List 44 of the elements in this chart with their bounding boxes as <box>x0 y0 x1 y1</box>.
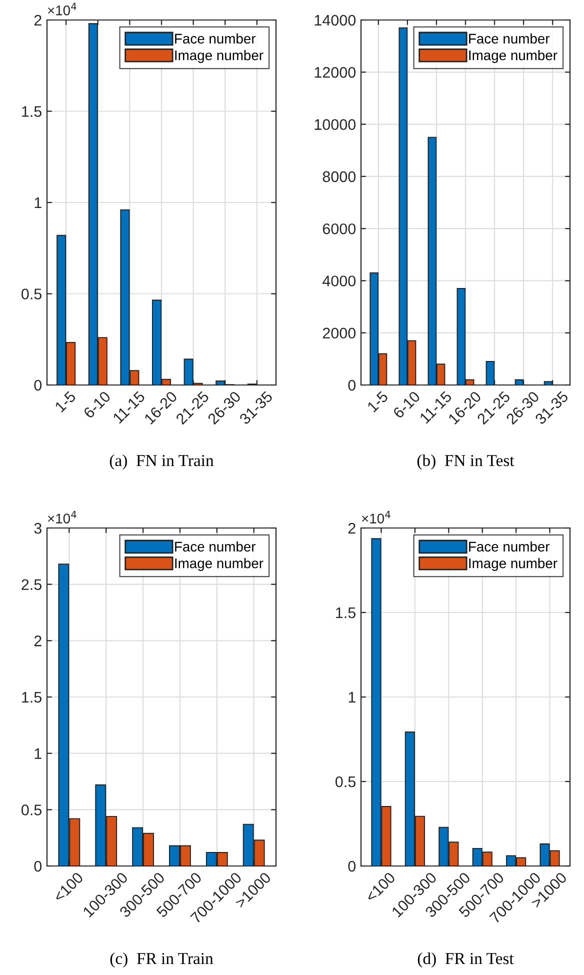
y-tick-label: 2 <box>34 14 42 26</box>
legend-label: Image number <box>469 558 558 571</box>
y-tick-label: 10000 <box>314 119 356 130</box>
y-tick-label: 0 <box>34 860 42 872</box>
text: (d) FR in Test <box>418 952 514 968</box>
y-tick-label: 1.5 <box>336 608 356 618</box>
y-tick-label: 1 <box>34 198 42 208</box>
y-tick-label: 2.5 <box>22 579 42 590</box>
text: (b) FN in Test <box>417 454 514 470</box>
y-tick-label: 0 <box>348 860 356 872</box>
y-tick-label: 2 <box>348 522 356 534</box>
x-tick-label: 6-10 <box>82 390 112 419</box>
text: (c) FR in Train <box>110 952 214 968</box>
y-tick-label: 6000 <box>322 223 356 234</box>
legend-label: Image number <box>469 50 558 63</box>
y-tick-label: 14000 <box>314 14 356 26</box>
y-tick-label: 1.5 <box>22 106 42 117</box>
legend-label: Image number <box>175 558 264 571</box>
legend-label: Face number <box>469 33 550 44</box>
y-tick-label: 2000 <box>322 328 356 339</box>
y-tick-label: 0.5 <box>22 288 42 300</box>
legend-label: Face number <box>175 33 256 44</box>
text: (a) FN in Train <box>110 454 214 470</box>
text: ×10$^{4}$ <box>48 2 76 16</box>
y-tick-label: 4000 <box>322 276 356 286</box>
y-tick-label: 12000 <box>314 67 356 78</box>
y-tick-label: 0.5 <box>336 776 356 788</box>
legend-label: Image number <box>175 50 264 63</box>
y-tick-label: 1.5 <box>22 692 42 703</box>
y-tick-label: 1 <box>34 748 42 759</box>
legend-label: Face number <box>469 541 550 552</box>
x-tick-label: 1-5 <box>54 390 76 413</box>
x-tick-label: 1-5 <box>366 390 389 413</box>
x-tick-label: 6-10 <box>392 390 421 419</box>
y-tick-label: 0 <box>34 380 42 391</box>
legend-label: Face number <box>175 541 256 552</box>
y-tick-label: 0 <box>348 380 356 391</box>
text: ×10$^{4}$ <box>362 510 390 524</box>
text: ×10$^{4}$ <box>48 510 76 524</box>
y-tick-label: 8000 <box>322 171 356 182</box>
y-tick-label: 1 <box>348 692 356 703</box>
y-tick-label: 3 <box>34 522 42 534</box>
y-tick-label: 0.5 <box>22 804 42 816</box>
y-tick-label: 2 <box>34 636 42 646</box>
